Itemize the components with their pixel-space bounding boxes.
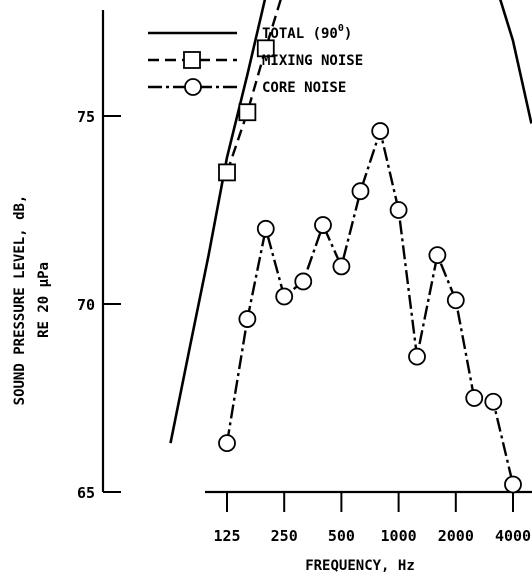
legend: TOTAL (900) MIXING NOISE CORE NOISE [148, 23, 363, 96]
core-noise-point [256, 219, 275, 238]
y-tick-label: 75 [77, 108, 95, 126]
core-noise-point [504, 475, 522, 494]
x-tick-label: 1000 [381, 527, 417, 545]
core-noise-point [294, 272, 313, 291]
legend-core-label: CORE NOISE [262, 80, 346, 96]
legend-core-marker [184, 78, 202, 96]
legend-mixing-marker [183, 51, 201, 69]
core-noise-point [389, 201, 408, 219]
x-tick-label: 500 [328, 527, 355, 545]
core-noise-point [465, 389, 484, 407]
series-layer [169, 0, 532, 494]
core-noise-point [428, 246, 447, 265]
series-line-square [225, 0, 282, 173]
x-tick-label: 125 [213, 527, 240, 545]
y-tick-label: 70 [77, 296, 95, 314]
core-noise-point [351, 182, 370, 201]
y-axis-title-line2: RE 20 μPa [36, 262, 52, 338]
x-tick-label: 2000 [438, 527, 474, 545]
x-tick-label: 250 [271, 527, 298, 545]
core-noise-point [275, 287, 294, 306]
x-tick-group: 125 250 500 1000 2000 4000 [213, 492, 531, 545]
mixing-noise-point [238, 103, 257, 122]
y-tick-label: 65 [77, 484, 95, 502]
core-noise-point [238, 310, 257, 328]
legend-mixing-label: MIXING NOISE [262, 53, 363, 69]
core-noise-point [408, 347, 426, 366]
core-noise-point [484, 392, 503, 411]
x-axis-title: FREQUENCY, Hz [305, 558, 415, 574]
core-noise-point [446, 291, 465, 310]
mixing-noise-point [256, 39, 275, 58]
axes [101, 10, 532, 494]
series-line-circle [225, 129, 515, 485]
y-tick-group: 6570758085 [77, 108, 121, 502]
y-axis-title: SOUND PRESSURE LEVEL, dB, RE 20 μPa [12, 195, 52, 406]
core-noise-point [218, 434, 236, 453]
series-line-total [169, 0, 532, 444]
y-axis-title-line1: SOUND PRESSURE LEVEL, dB, [12, 195, 28, 406]
legend-total-superscript: 0 [338, 23, 344, 34]
core-noise-point [332, 257, 351, 276]
core-noise-point [371, 122, 390, 140]
core-noise-point [314, 216, 332, 234]
legend-total-close: ) [344, 26, 352, 42]
x-tick-label: 4000 [495, 527, 531, 545]
mixing-noise-point [218, 163, 236, 182]
legend-total-label: TOTAL (900) [262, 23, 352, 42]
